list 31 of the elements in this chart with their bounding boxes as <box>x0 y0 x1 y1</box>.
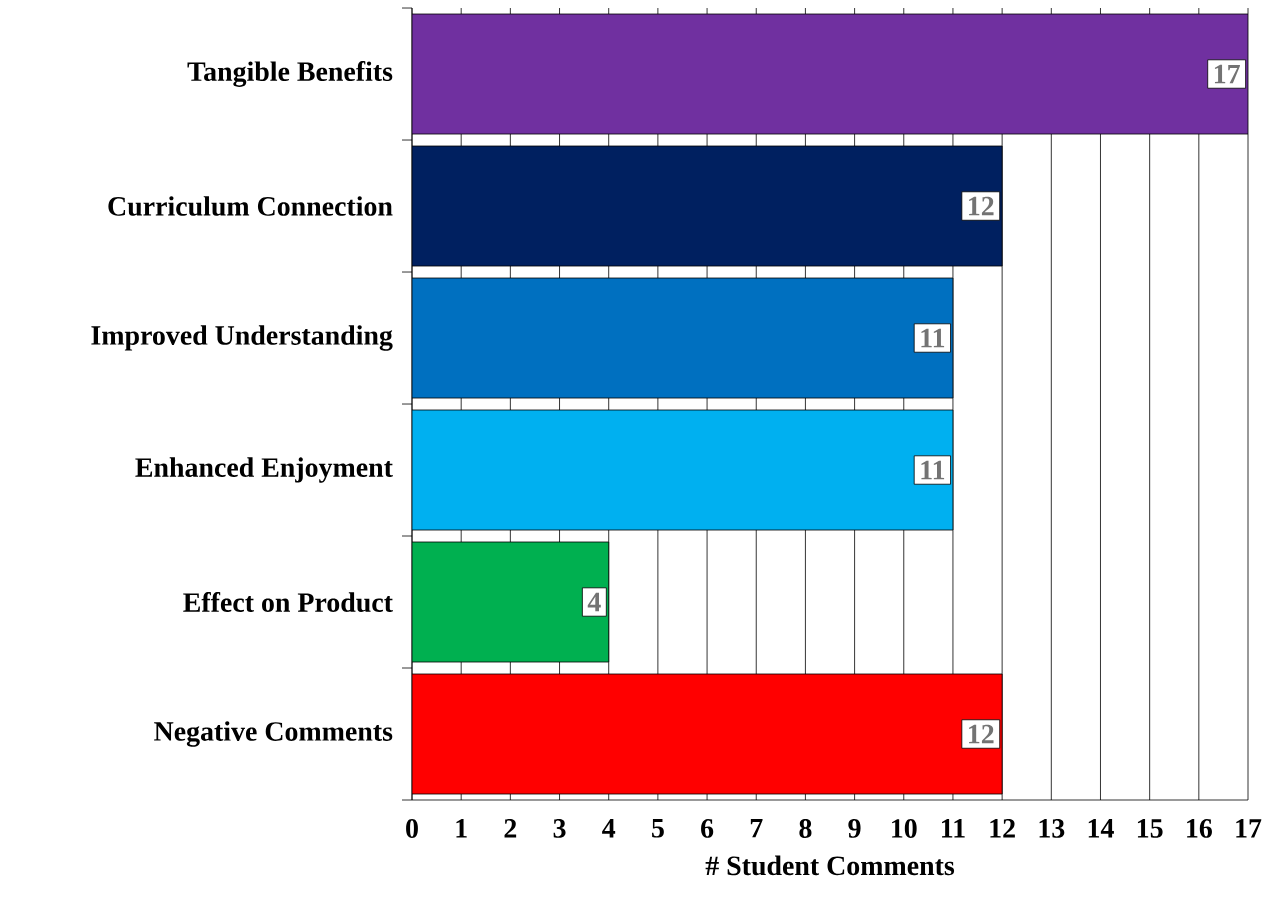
y-tick-label: Effect on Product <box>183 592 393 612</box>
y-tick-label: Tangible Benefits <box>187 61 393 87</box>
x-tick-label: 16 <box>1187 819 1212 838</box>
x-tick-label: 10 <box>892 819 917 838</box>
x-tick-label: 8 <box>799 819 812 838</box>
x-tick-label: 1 <box>456 819 467 838</box>
x-tick-label: 15 <box>1137 819 1163 838</box>
x-tick-label: 3 <box>553 819 566 838</box>
x-tick-label: 6 <box>701 819 714 838</box>
x-tick-label: 4 <box>602 819 616 838</box>
data-label: 12 <box>969 196 994 216</box>
x-tick-label: 9 <box>848 819 861 838</box>
x-tick-label: 7 <box>750 819 763 838</box>
data-label: 11 <box>921 460 945 480</box>
y-tick-label: Curriculum Connection <box>108 196 393 216</box>
x-tick-label: 13 <box>1039 819 1065 838</box>
x-tick-label: 14 <box>1088 819 1114 838</box>
data-label: 17 <box>1214 64 1240 84</box>
x-tick-label: 12 <box>990 819 1015 838</box>
x-tick-label: 5 <box>652 819 664 838</box>
x-tick-label: 2 <box>504 819 517 838</box>
x-axis-title: # Student Comments <box>705 855 955 876</box>
data-label: 4 <box>587 592 601 612</box>
data-label: 12 <box>969 724 994 744</box>
data-label: 11 <box>921 328 945 348</box>
x-tick-label: 11 <box>942 819 965 838</box>
y-tick-label: Improved Understanding <box>91 325 393 351</box>
x-tick-label: 17 <box>1236 819 1262 838</box>
y-tick-label: Enhanced Enjoyment <box>135 457 393 483</box>
y-tick-label: Negative Comments <box>154 721 393 747</box>
x-tick-label: 0 <box>406 819 418 838</box>
